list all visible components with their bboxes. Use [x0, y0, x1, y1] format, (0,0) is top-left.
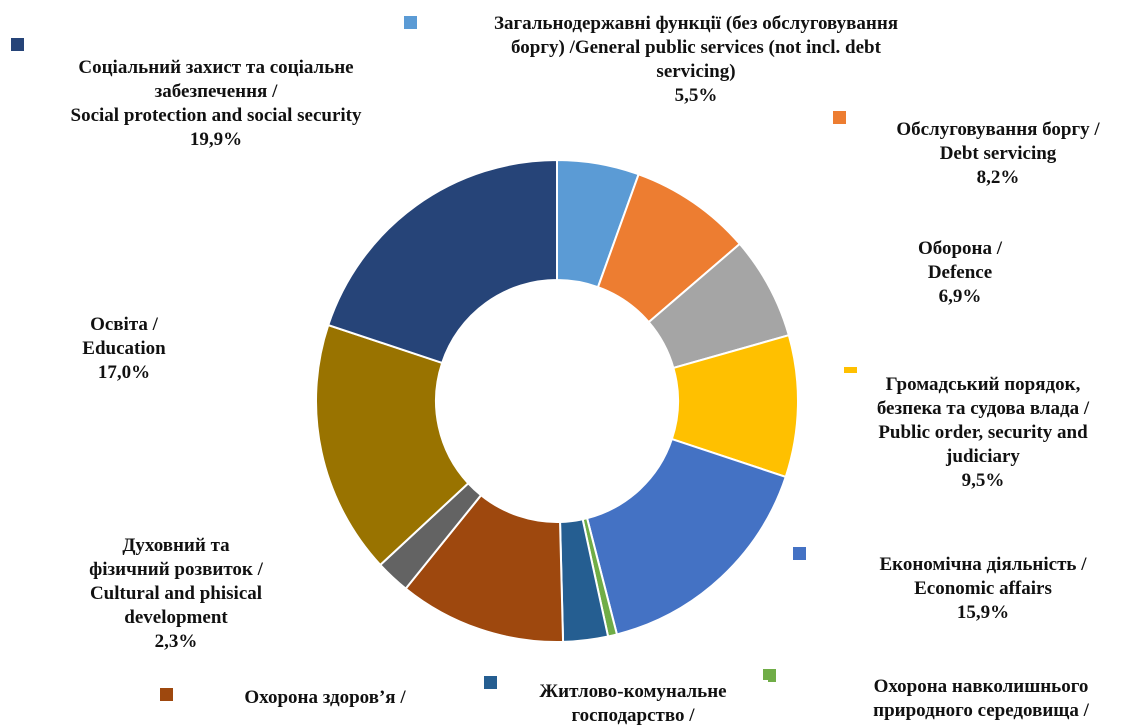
- data-label-text: Обслуговування боргу /: [896, 119, 1100, 140]
- data-label-text: servicing): [656, 61, 736, 82]
- data-label-environment: Охорона навколишнього природного середови…: [818, 675, 1144, 723]
- data-label-economic: Економічна діяльність / Economic affairs 1…: [822, 553, 1144, 625]
- data-label-text: Соціальний захист та соціальне: [78, 57, 354, 78]
- data-label-percent: 17,0%: [97, 362, 151, 383]
- data-label-text: Економічна діяльність /: [879, 554, 1087, 575]
- legend-marker-general: [404, 16, 417, 29]
- data-label-text: Житлово-комунальне: [539, 681, 727, 702]
- data-label-percent: 9,5%: [961, 470, 1005, 491]
- data-label-text: безпека та судова влада /: [876, 398, 1090, 419]
- data-label-text: Public order, security and: [878, 422, 1088, 443]
- pie-slice-social: [327, 158, 558, 365]
- data-label-culture: Духовний та фізичний розвиток / Cultural a…: [22, 534, 330, 654]
- data-label-text: Cultural and phisical: [89, 583, 263, 604]
- legend-marker-housing: [484, 676, 497, 689]
- data-label-text: Оборона /: [917, 238, 1003, 259]
- data-label-text: забезпечення /: [154, 81, 278, 102]
- data-label-social: Соціальний захист та соціальне забезпечен…: [28, 56, 404, 152]
- legend-marker-environment: [763, 669, 776, 682]
- data-label-text: judiciary: [946, 446, 1020, 467]
- data-label-text: Духовний та: [122, 535, 230, 556]
- data-label-percent: 19,9%: [189, 129, 243, 150]
- legend-marker-economic: [793, 547, 806, 560]
- data-label-text: Освіта /: [90, 314, 158, 335]
- data-label-text: Social protection and social security: [70, 105, 362, 126]
- data-label-debt: Обслуговування боргу / Debt servicing 8,2%: [852, 118, 1144, 190]
- data-label-text: development: [124, 607, 228, 628]
- legend-marker-debt: [833, 111, 846, 124]
- data-label-education: Освіта / Education 17,0%: [40, 313, 208, 385]
- data-label-housing: Житлово-комунальне господарство /: [498, 680, 768, 728]
- data-label-defence: Оборона / Defence 6,9%: [880, 237, 1040, 309]
- data-label-text: Economic affairs: [914, 578, 1052, 599]
- data-label-text: господарство /: [571, 705, 695, 726]
- data-label-percent: 2,3%: [154, 631, 198, 652]
- data-label-percent: 5,5%: [674, 85, 718, 106]
- data-label-text: Охорона здоров’я /: [244, 687, 406, 708]
- data-label-percent: 8,2%: [976, 167, 1020, 188]
- legend-marker-health: [160, 688, 173, 701]
- data-label-general: Загальнодержавні функції (без обслуговув…: [422, 12, 970, 108]
- data-label-order: Громадський порядок, безпека та судова вл…: [822, 373, 1144, 493]
- data-label-text: Debt servicing: [939, 143, 1057, 164]
- data-label-text: Охорона навколишнього: [873, 676, 1089, 697]
- data-label-text: Громадський порядок,: [885, 374, 1081, 395]
- data-label-percent: 6,9%: [938, 286, 982, 307]
- pie-slice-education: [315, 323, 470, 567]
- data-label-text: природного середовища /: [873, 700, 1089, 721]
- data-label-text: Education: [82, 338, 166, 359]
- data-label-text: Defence: [927, 262, 993, 283]
- pie-slice-economic: [585, 437, 787, 636]
- data-label-health: Охорона здоров’я /: [180, 686, 470, 710]
- data-label-text: фізичний розвиток /: [89, 559, 263, 580]
- data-label-text: боргу) /General public services (not inc…: [511, 37, 881, 58]
- data-label-percent: 15,9%: [956, 602, 1010, 623]
- legend-marker-social: [11, 38, 24, 51]
- data-label-text: Загальнодержавні функції (без обслуговув…: [493, 13, 899, 34]
